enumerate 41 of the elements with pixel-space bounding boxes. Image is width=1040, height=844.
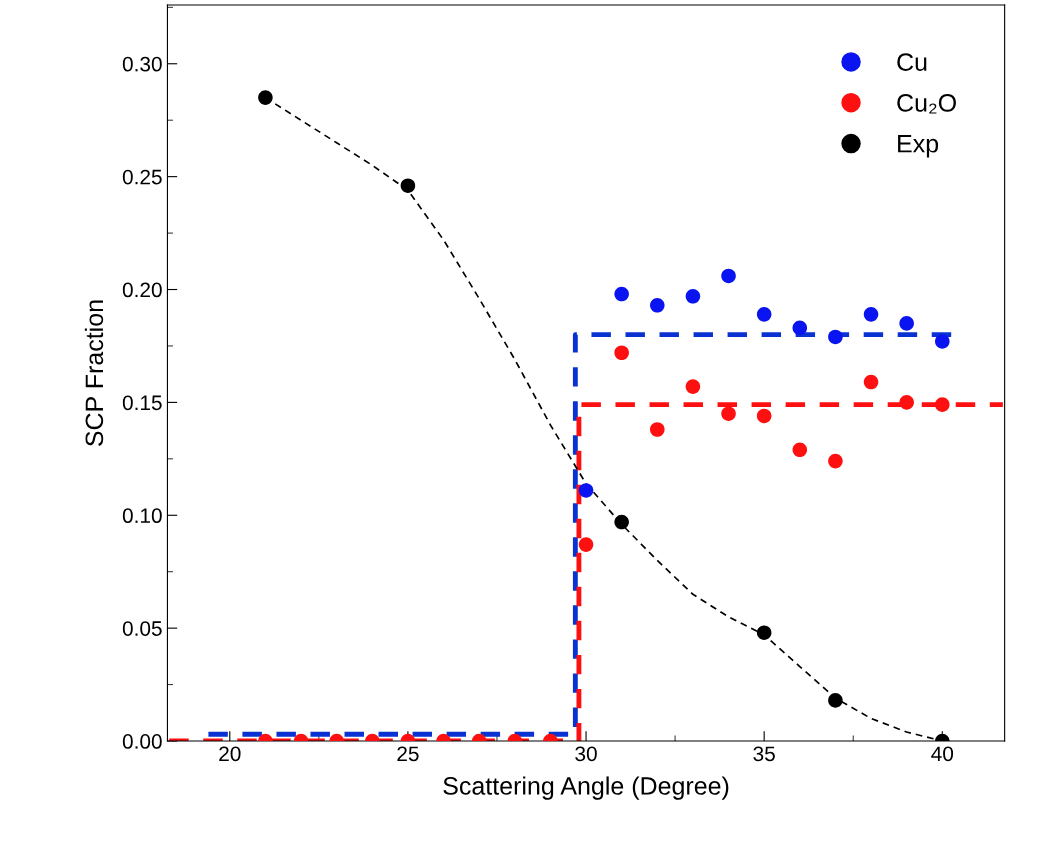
point	[899, 316, 914, 331]
y-tick-label: 0.20	[122, 282, 162, 298]
legend-label: Cu₂O	[897, 94, 956, 114]
point	[650, 422, 665, 437]
y-tick-label: 0.25	[122, 169, 162, 185]
point	[578, 537, 594, 552]
point	[650, 298, 665, 313]
y-tick-label: 0.00	[122, 734, 162, 749]
x-tick-label: 30	[575, 746, 597, 762]
point	[828, 453, 843, 469]
x-tick-label: 25	[397, 746, 419, 762]
y-axis-title: SCP Fraction	[84, 300, 104, 447]
point	[792, 320, 808, 336]
legend-label: Exp	[898, 135, 939, 158]
y-tick-label: 0.10	[122, 508, 162, 524]
point	[935, 334, 950, 349]
y-tick-label: 0.30	[122, 56, 162, 72]
point	[614, 286, 629, 302]
point	[863, 307, 879, 322]
point	[614, 514, 629, 530]
point	[899, 395, 914, 410]
y-tick-label: 0.05	[122, 621, 162, 636]
y-tick-label: 0.15	[122, 395, 162, 411]
point	[614, 345, 629, 361]
x-axis-title: Scattering Angle (Degree)	[443, 776, 729, 800]
point	[685, 289, 701, 304]
point	[721, 406, 736, 421]
point	[828, 329, 843, 345]
point	[578, 483, 594, 498]
x-tick-label: 20	[219, 746, 241, 762]
point	[863, 374, 879, 390]
point	[685, 379, 701, 394]
legend-label: Cu	[897, 53, 927, 71]
x-tick-label: 35	[753, 746, 775, 762]
point	[721, 268, 736, 284]
point	[792, 442, 808, 458]
point	[935, 397, 950, 412]
point	[756, 307, 772, 322]
point	[756, 408, 772, 424]
x-tick-label: 40	[931, 746, 954, 762]
point	[400, 178, 416, 193]
